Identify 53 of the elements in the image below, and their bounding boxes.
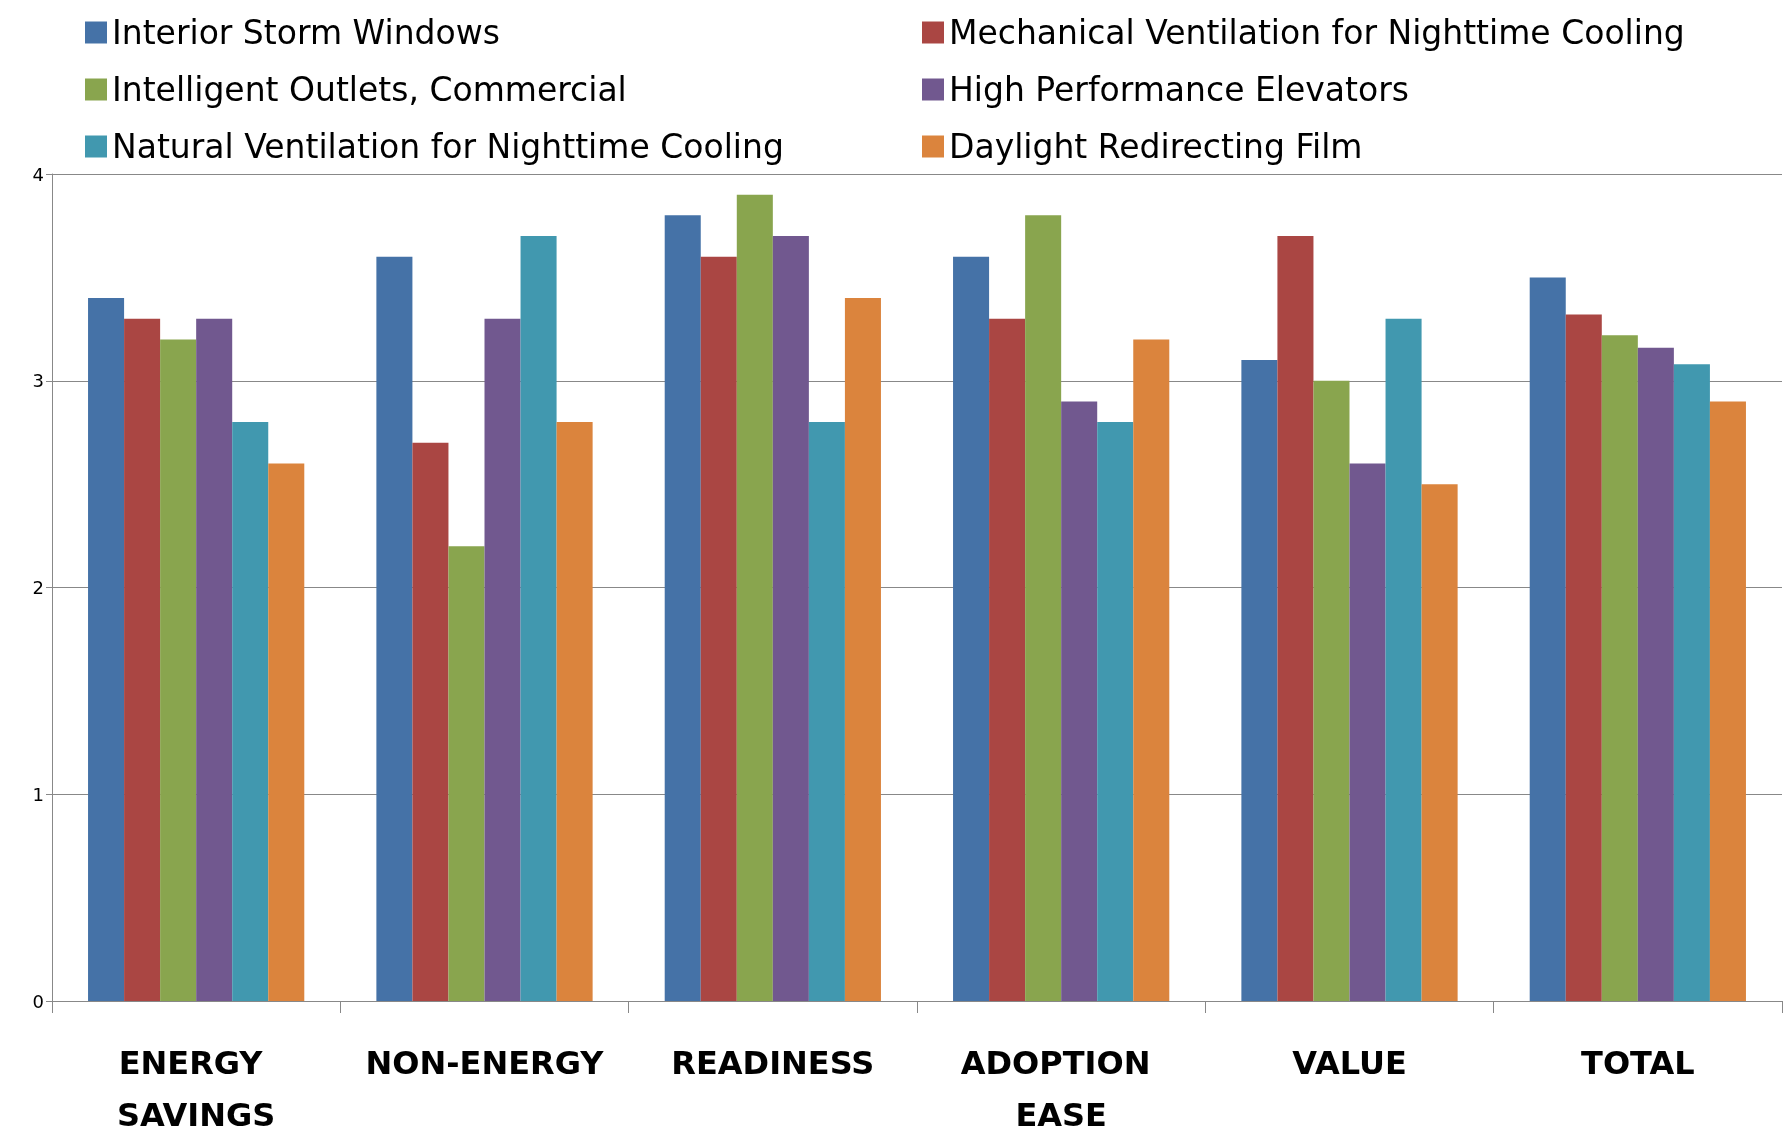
bar — [1313, 380, 1350, 1001]
y-tick-label: 0 — [32, 990, 44, 1012]
bar — [700, 256, 737, 1001]
x-tick-label: ENERGY SAVINGS — [116, 1044, 276, 1134]
bar — [268, 463, 305, 1001]
bar — [88, 298, 125, 1001]
bar — [1601, 335, 1638, 1001]
legend-label: Mechanical Ventilation for Nighttime Cooling — [949, 13, 1685, 52]
y-tick-label: 4 — [32, 163, 44, 185]
bar — [1673, 364, 1710, 1001]
bar — [953, 256, 990, 1001]
bar — [1025, 215, 1062, 1001]
y-tick-label: 1 — [32, 783, 44, 805]
bar — [1241, 360, 1278, 1001]
legend-label: High Performance Elevators — [949, 70, 1409, 109]
bar — [989, 318, 1026, 1001]
bar — [196, 318, 233, 1001]
y-tick-label: 2 — [32, 577, 44, 598]
bar — [1637, 347, 1674, 1001]
legend-label: Daylight Redirecting Film — [949, 127, 1363, 166]
bar — [1061, 401, 1098, 1001]
x-tick-label: READINESS — [671, 1044, 875, 1082]
bar — [1133, 339, 1170, 1001]
y-tick-label: 3 — [32, 370, 44, 392]
bar — [484, 318, 521, 1001]
bar — [808, 422, 845, 1001]
bar — [556, 422, 593, 1001]
x-tick-label: VALUE — [1292, 1044, 1407, 1082]
legend-label: Interior Storm Windows — [112, 13, 500, 52]
bar — [448, 546, 485, 1001]
bar — [1709, 401, 1746, 1001]
bar — [1349, 463, 1386, 1001]
bar — [232, 422, 269, 1001]
x-tick-label: NON-ENERGY — [365, 1044, 605, 1082]
legend-label: Natural Ventilation for Nighttime Cooling — [112, 127, 784, 166]
bar — [160, 339, 197, 1001]
bar — [1529, 277, 1566, 1001]
bar — [520, 236, 557, 1001]
bar — [1385, 318, 1422, 1001]
bar — [736, 194, 773, 1001]
x-tick-label: ADOPTION EASE — [960, 1044, 1162, 1134]
legend-label: Intelligent Outlets, Commercial — [112, 70, 627, 109]
bar — [1421, 484, 1458, 1001]
bar — [664, 215, 701, 1001]
x-tick-label: TOTAL — [1581, 1044, 1695, 1082]
bar — [1097, 422, 1134, 1001]
bar — [844, 298, 881, 1001]
bar — [412, 442, 449, 1001]
bar — [1277, 236, 1314, 1001]
bar — [1565, 314, 1602, 1001]
bar — [376, 256, 413, 1001]
bar — [772, 236, 809, 1001]
bar — [124, 318, 161, 1001]
